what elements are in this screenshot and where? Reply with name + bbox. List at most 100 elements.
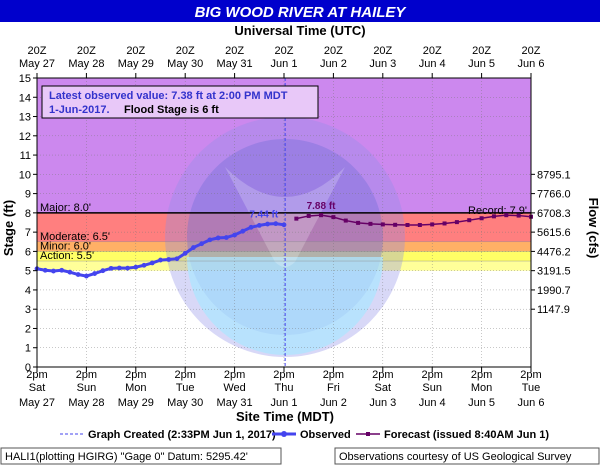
observed-point [67, 269, 73, 275]
axes: 01234567891011121314151147.91990.73191.5… [19, 73, 571, 374]
observed-point [256, 222, 262, 228]
forecast-point [356, 220, 361, 225]
observed-point [75, 272, 81, 277]
y-axis-title: Stage (ft) [1, 200, 16, 256]
forecast-point [516, 213, 521, 218]
top-tick-time: 20Z [423, 45, 442, 57]
top-tick-date: Jun 1 [271, 58, 298, 70]
top-tick-time: 20Z [275, 45, 294, 57]
y-tick-label: 13 [19, 112, 31, 124]
bottom-tick-date: Jun 5 [468, 397, 495, 409]
zone-band [37, 251, 531, 262]
forecast-line [296, 214, 532, 226]
bottom-tick-time: 2pm [76, 369, 97, 381]
forecast-point [319, 213, 324, 218]
bottom-tick-time: 2pm [372, 369, 393, 381]
observed-point [182, 250, 188, 256]
top-tick-date: Jun 5 [468, 58, 495, 70]
forecast-point [442, 221, 447, 226]
observed-point [59, 267, 65, 273]
legend-forecast-label: Forecast (issued 8:40AM Jun 1) [384, 429, 549, 441]
y-tick-label: 0 [25, 362, 31, 374]
observed-point [158, 257, 163, 263]
bottom-tick-day: Mon [471, 382, 492, 394]
footer-right-box [334, 447, 600, 465]
top-axis-title: Universal Time (UTC) [234, 23, 365, 38]
y-tick-label: 2 [25, 323, 31, 335]
forecast-point [430, 222, 435, 227]
forecast-point [343, 218, 348, 223]
y-tick-label: 4 [25, 285, 31, 297]
bottom-tick-day: Sun [422, 382, 442, 394]
bottom-tick-day: Wed [223, 382, 245, 394]
info-date: 1-Jun-2017. [49, 104, 110, 116]
zone-band [37, 212, 531, 242]
y-tick-label: 8 [25, 208, 31, 220]
top-tick-date: May 27 [19, 58, 55, 70]
observed-point [141, 262, 147, 268]
bottom-tick-date: Jun 4 [419, 397, 446, 409]
y-tick-label: 12 [19, 131, 31, 143]
forecast-point [454, 220, 459, 225]
threshold-label: Major: 8.0' [40, 202, 91, 214]
footer-left-box [0, 447, 282, 465]
series-layer: 7.44 ft 7.88 ft [34, 201, 533, 279]
forecast-point [467, 218, 472, 223]
bottom-tick-date: Jun 2 [320, 397, 347, 409]
bottom-tick-day: Sat [375, 382, 392, 394]
forecast-point [491, 214, 496, 219]
observed-point [273, 221, 279, 227]
y2-tick-label: 1147.9 [537, 304, 570, 316]
bottom-tick-time: 2pm [323, 369, 344, 381]
title-bar [0, 0, 600, 22]
forecast-point [405, 223, 410, 228]
threshold-labels: Major: 8.0' Moderate: 6.5'Minor: 6.0'Acti… [40, 202, 527, 262]
top-tick-time: 20Z [472, 45, 491, 57]
bottom-tick-time: 2pm [273, 369, 294, 381]
bottom-tick-day: Mon [125, 382, 146, 394]
bottom-tick-date: May 30 [167, 397, 203, 409]
bottom-tick-time: 2pm [421, 369, 442, 381]
forecast-point [331, 215, 336, 220]
top-tick-time: 20Z [225, 45, 244, 57]
observed-point [166, 257, 172, 262]
observed-point [100, 268, 106, 274]
forecast-point [294, 216, 299, 221]
observed-point [51, 268, 56, 274]
observed-point [232, 232, 238, 238]
forecast-point [380, 222, 385, 227]
observed-point [281, 222, 287, 228]
top-tick-date: Jun 6 [518, 58, 545, 70]
observed-point [149, 260, 155, 266]
forecast-point [368, 221, 373, 226]
bottom-tick-day: Sun [77, 382, 97, 394]
bottom-tick-date: Jun 3 [369, 397, 396, 409]
bottom-tick-time: 2pm [520, 369, 541, 381]
forecast-point [479, 216, 484, 221]
top-tick-date: Jun 4 [419, 58, 446, 70]
forecast-point [417, 223, 422, 228]
seal-bird [225, 167, 345, 267]
top-tick-time: 20Z [176, 45, 195, 57]
y2-tick-label: 7766.0 [537, 189, 571, 201]
bottom-tick-day: Tue [522, 382, 541, 394]
legend-created-label: Graph Created (2:33PM Jun 1, 2017) [88, 429, 276, 441]
bottom-tick-time: 2pm [471, 369, 492, 381]
top-tick-date: May 28 [68, 58, 104, 70]
top-tick-time: 20Z [126, 45, 145, 57]
y-tick-label: 5 [25, 266, 31, 278]
peak-observed-label: 7.44 ft [249, 210, 279, 221]
legend-observed-marker [281, 431, 287, 437]
observed-point [84, 273, 89, 279]
top-tick-time: 20Z [522, 45, 541, 57]
footer-datum: HALI1(plotting HGIRG) "Gage 0" Datum: 52… [5, 451, 248, 463]
threshold-label: Moderate: 6.5' [40, 231, 110, 243]
top-tick-date: May 30 [167, 58, 203, 70]
legend-observed-label: Observed [300, 429, 351, 441]
info-box [41, 85, 319, 119]
record-label: Record: 7.9' [468, 205, 527, 217]
observed-point [42, 267, 48, 273]
top-tick-time: 20Z [324, 45, 343, 57]
